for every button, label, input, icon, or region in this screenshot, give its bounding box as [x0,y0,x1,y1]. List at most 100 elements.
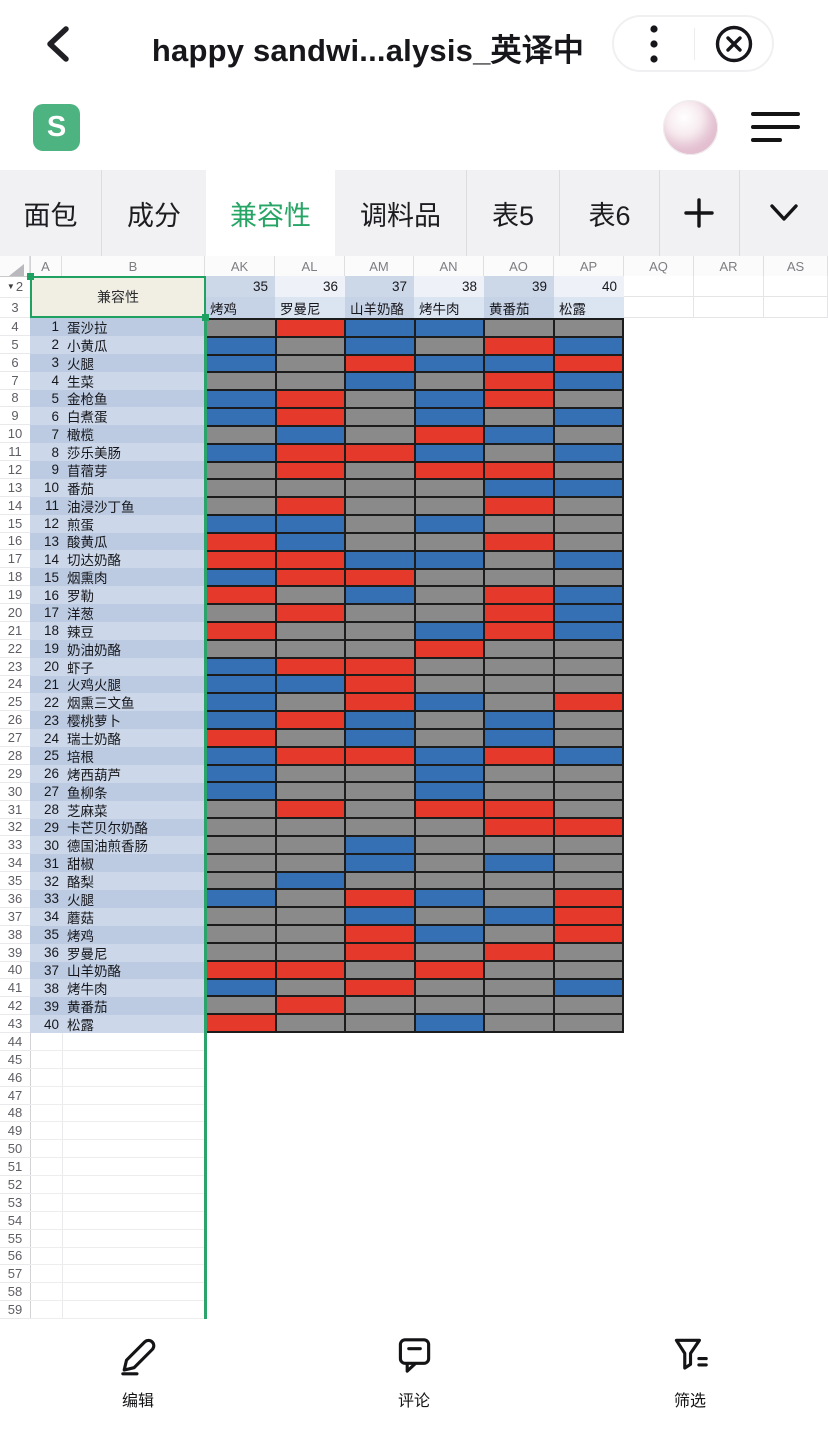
row-header-4[interactable]: 4 [0,318,30,336]
matrix-cell-gray[interactable] [207,605,275,622]
matrix-cell-gray[interactable] [485,979,553,996]
row-label[interactable]: 35 烤鸡 [30,925,205,944]
matrix-cell-red[interactable] [346,658,414,675]
matrix-cell-red[interactable] [346,979,414,996]
row-header-37[interactable]: 37 [0,907,30,926]
matrix-cell-gray[interactable] [554,836,622,853]
matrix-cell-blue[interactable] [207,409,275,425]
matrix-cell-red[interactable] [346,926,414,942]
tab-1[interactable]: 面包 [23,200,78,231]
tab-4[interactable]: 调料品 [360,200,441,231]
row-header-26[interactable]: 26 [0,711,30,730]
row-header-19[interactable]: 19 [0,586,30,604]
matrix-cell-blue[interactable] [346,337,414,354]
matrix-cell-gray[interactable] [415,836,483,853]
matrix-cell-gray[interactable] [415,712,483,728]
row-label[interactable]: 29 卡芒贝尔奶酪 [30,818,205,837]
matrix-cell-red[interactable] [415,961,483,978]
matrix-cell-gray[interactable] [554,391,622,408]
matrix-cell-gray[interactable] [276,765,344,782]
row-header-2[interactable]: ▼ 2 [0,277,30,298]
matrix-cell-gray[interactable] [485,551,553,568]
tab-2[interactable]: 成分 [101,170,206,256]
matrix-cell-red[interactable] [276,712,344,728]
matrix-cell-gray[interactable] [415,943,483,960]
row-header-53[interactable]: 53 [0,1193,30,1212]
matrix-cell-gray[interactable] [554,320,622,336]
matrix-cell-gray[interactable] [485,409,553,425]
matrix-cell-red[interactable] [346,444,414,461]
matrix-cell-blue[interactable] [346,373,414,390]
matrix-cell-gray[interactable] [276,783,344,800]
matrix-cell-gray[interactable] [485,961,553,978]
empty-row[interactable] [30,1301,205,1319]
matrix-cell-gray[interactable] [485,890,553,907]
matrix-cell-red[interactable] [346,569,414,586]
matrix-cell-gray[interactable] [207,498,275,515]
empty-row[interactable] [30,1105,205,1123]
matrix-cell-red[interactable] [554,694,622,711]
matrix-cell-gray[interactable] [415,337,483,354]
matrix-cell-red[interactable] [485,605,553,622]
matrix-cell-gray[interactable] [554,997,622,1014]
matrix-cell-gray[interactable] [554,961,622,978]
row-header-27[interactable]: 27 [0,729,30,747]
matrix-cell-gray[interactable] [346,819,414,835]
row-header-57[interactable]: 57 [0,1265,30,1284]
matrix-cell-red[interactable] [276,997,344,1014]
row-header-9[interactable]: 9 [0,407,30,426]
matrix-cell-gray[interactable] [415,498,483,515]
close-icon[interactable] [695,22,772,66]
row-header-46[interactable]: 46 [0,1068,30,1087]
row-label[interactable]: 15 烟熏肉 [30,568,205,587]
matrix-cell-gray[interactable] [276,729,344,746]
header-number-cell[interactable]: 38 [414,276,484,297]
matrix-cell-gray[interactable] [276,373,344,390]
matrix-cell-gray[interactable] [415,373,483,390]
row-label[interactable]: 22 烟熏三文鱼 [30,693,205,712]
matrix-cell-blue[interactable] [554,587,622,604]
matrix-cell-blue[interactable] [346,712,414,728]
matrix-cell-gray[interactable] [207,872,275,889]
row-header-10[interactable]: 10 [0,425,30,444]
matrix-cell-gray[interactable] [415,533,483,550]
empty-cell[interactable] [764,297,828,318]
row-header-49[interactable]: 49 [0,1122,30,1141]
row-header-52[interactable]: 52 [0,1176,30,1194]
matrix-cell-blue[interactable] [207,676,275,693]
header-number-cell[interactable]: 39 [484,276,554,297]
matrix-cell-blue[interactable] [415,747,483,764]
matrix-cell-gray[interactable] [415,908,483,925]
matrix-cell-gray[interactable] [485,569,553,586]
matrix-cell-blue[interactable] [207,516,275,532]
matrix-cell-red[interactable] [207,729,275,746]
tab-3[interactable]: 兼容性 [206,170,335,256]
row-header-35[interactable]: 35 [0,872,30,890]
matrix-cell-blue[interactable] [554,480,622,497]
matrix-cell-gray[interactable] [276,926,344,942]
header-number-cell[interactable]: 37 [345,276,414,297]
header-name-cell[interactable]: 罗曼尼 [275,297,345,318]
matrix-cell-blue[interactable] [554,605,622,622]
empty-row[interactable] [30,1194,205,1212]
matrix-cell-gray[interactable] [554,765,622,782]
matrix-cell-red[interactable] [485,337,553,354]
matrix-cell-blue[interactable] [207,444,275,461]
empty-row[interactable] [30,1033,205,1051]
row-label[interactable]: 11 油浸沙丁鱼 [30,496,205,515]
row-label[interactable]: 36 罗曼尼 [30,943,205,962]
row-header-29[interactable]: 29 [0,764,30,783]
row-header-20[interactable]: 20 [0,604,30,622]
row-header-13[interactable]: 13 [0,478,30,497]
edit-button[interactable]: 编辑 [0,1320,276,1430]
matrix-cell-gray[interactable] [207,462,275,479]
row-label[interactable]: 4 生菜 [30,371,205,390]
row-label[interactable]: 8 莎乐美肠 [30,443,205,461]
matrix-cell-gray[interactable] [415,729,483,746]
matrix-cell-blue[interactable] [415,765,483,782]
matrix-cell-gray[interactable] [554,1015,622,1031]
matrix-cell-blue[interactable] [346,320,414,336]
tab-5[interactable]: 表5 [466,170,559,256]
matrix-cell-red[interactable] [485,819,553,835]
row-label[interactable]: 3 火腿 [30,353,205,372]
